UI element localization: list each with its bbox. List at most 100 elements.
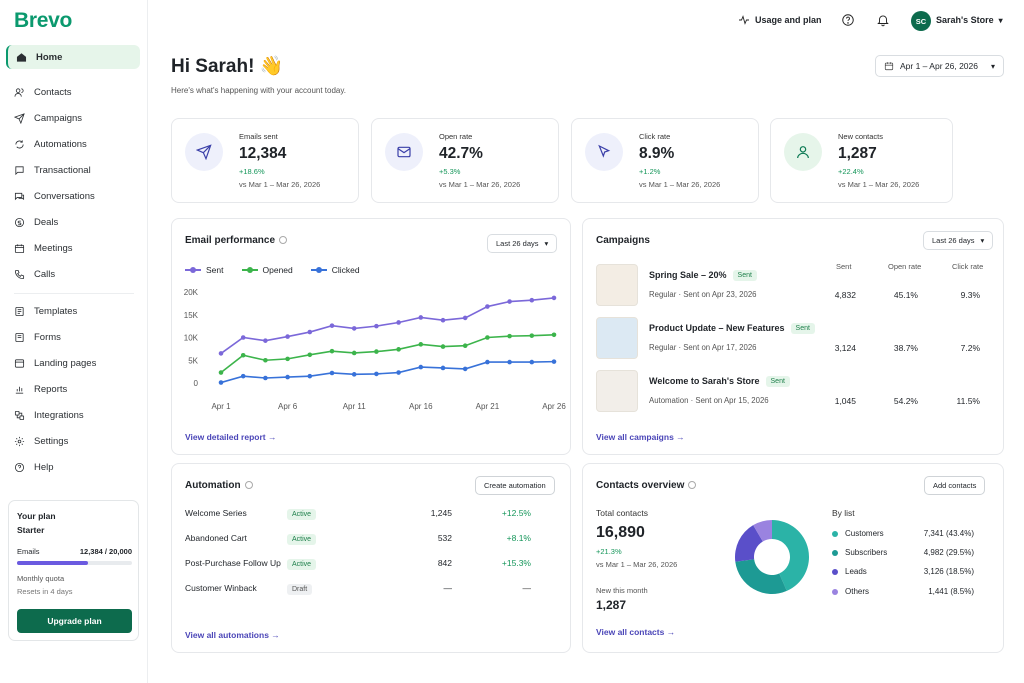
sidebar-item-templates[interactable]: Templates — [6, 299, 140, 323]
data-point-clicked[interactable] — [285, 374, 290, 380]
data-point-sent[interactable] — [285, 334, 290, 339]
data-point-opened[interactable] — [396, 347, 401, 352]
add-contacts-button[interactable]: Add contacts — [924, 476, 986, 495]
data-point-sent[interactable] — [329, 323, 335, 328]
sidebar-item-contacts[interactable]: Contacts — [6, 80, 140, 104]
sidebar-item-transactional[interactable]: Transactional — [6, 158, 140, 182]
automation-name[interactable]: Customer Winback — [185, 583, 257, 593]
create-automation-button[interactable]: Create automation — [475, 476, 555, 495]
notifications-button[interactable] — [876, 13, 890, 27]
donut-slice-customers[interactable] — [772, 520, 809, 591]
data-point-clicked[interactable] — [240, 373, 246, 379]
data-point-clicked[interactable] — [263, 375, 268, 381]
data-point-opened[interactable] — [263, 357, 268, 363]
data-point-opened[interactable] — [418, 342, 424, 347]
data-point-clicked[interactable] — [485, 359, 490, 365]
data-point-sent[interactable] — [351, 326, 357, 331]
campaign-thumbnail[interactable] — [596, 370, 638, 412]
data-point-opened[interactable] — [285, 356, 290, 362]
view-all-contacts-link[interactable]: View all contacts → — [596, 627, 676, 637]
data-point-clicked[interactable] — [329, 370, 335, 376]
info-icon[interactable] — [279, 236, 288, 245]
legend-item-sent[interactable]: Sent — [185, 265, 224, 275]
campaign-name[interactable]: Spring Sale – 20% Sent — [649, 270, 757, 282]
usage-and-plan-button[interactable]: Usage and plan — [738, 14, 822, 26]
by-list-item-customers[interactable]: Customers 7,341 (43.4%) — [832, 529, 974, 538]
sidebar-item-integrations[interactable]: Integrations — [6, 403, 140, 427]
data-point-opened[interactable] — [507, 333, 512, 339]
sidebar-item-conversations[interactable]: Conversations — [6, 184, 140, 208]
campaign-thumbnail[interactable] — [596, 317, 638, 359]
campaigns-range-select[interactable]: Last 26 days ▾ — [923, 231, 994, 250]
view-detailed-report-link[interactable]: View detailed report → — [185, 432, 277, 442]
data-point-sent[interactable] — [551, 295, 557, 301]
data-point-opened[interactable] — [485, 335, 490, 340]
sidebar-item-automations[interactable]: Automations — [6, 132, 140, 156]
automation-name[interactable]: Post-Purchase Follow Up — [185, 558, 281, 568]
sidebar-item-home[interactable]: Home — [6, 45, 140, 69]
data-point-sent[interactable] — [418, 315, 424, 320]
data-point-clicked[interactable] — [307, 373, 313, 379]
data-point-clicked[interactable] — [462, 366, 468, 372]
data-point-opened[interactable] — [329, 348, 335, 354]
data-point-sent[interactable] — [462, 315, 468, 321]
date-range-picker[interactable]: Apr 1 – Apr 26, 2026 ▾ — [875, 55, 1004, 77]
data-point-opened[interactable] — [307, 352, 313, 358]
view-all-campaigns-link[interactable]: View all campaigns → — [596, 432, 685, 442]
sidebar-item-forms[interactable]: Forms — [6, 325, 140, 349]
donut-slice-others[interactable] — [753, 520, 772, 542]
data-point-clicked[interactable] — [551, 359, 557, 364]
sidebar-item-settings[interactable]: Settings — [6, 429, 140, 453]
data-point-clicked[interactable] — [374, 371, 379, 377]
data-point-opened[interactable] — [551, 332, 557, 338]
brand-logo[interactable]: Brevo — [14, 9, 73, 32]
email-performance-range-select[interactable]: Last 26 days ▾ — [487, 234, 558, 253]
help-button[interactable] — [841, 13, 855, 27]
data-point-sent[interactable] — [396, 320, 401, 325]
data-point-opened[interactable] — [240, 352, 246, 358]
store-switcher[interactable]: Sarah's Store ▾ — [936, 15, 1003, 25]
sidebar-item-meetings[interactable]: Meetings — [6, 236, 140, 260]
automation-name[interactable]: Abandoned Cart — [185, 533, 247, 543]
data-point-sent[interactable] — [529, 297, 535, 303]
avatar[interactable]: SC — [911, 11, 931, 31]
donut-slice-subscribers[interactable] — [735, 559, 787, 594]
data-point-opened[interactable] — [462, 343, 468, 348]
sidebar-item-calls[interactable]: Calls — [6, 262, 140, 286]
sidebar-item-reports[interactable]: Reports — [6, 377, 140, 401]
legend-item-opened[interactable]: Opened — [241, 265, 293, 275]
data-point-sent[interactable] — [240, 335, 246, 340]
by-list-item-leads[interactable]: Leads 3,126 (18.5%) — [832, 567, 974, 576]
data-point-sent[interactable] — [218, 351, 224, 356]
campaign-thumbnail[interactable] — [596, 264, 638, 306]
data-point-sent[interactable] — [440, 317, 446, 323]
data-point-clicked[interactable] — [396, 370, 401, 375]
automation-name[interactable]: Welcome Series — [185, 508, 247, 518]
sidebar-item-deals[interactable]: Deals — [6, 210, 140, 234]
campaign-name[interactable]: Product Update – New Features Sent — [649, 323, 815, 335]
data-point-sent[interactable] — [485, 304, 490, 309]
sidebar-item-campaigns[interactable]: Campaigns — [6, 106, 140, 130]
data-point-opened[interactable] — [218, 370, 224, 375]
data-point-sent[interactable] — [507, 299, 512, 304]
legend-item-clicked[interactable]: Clicked — [310, 265, 360, 275]
data-point-clicked[interactable] — [218, 380, 224, 385]
data-point-opened[interactable] — [529, 333, 535, 338]
data-point-opened[interactable] — [440, 344, 446, 349]
data-point-sent[interactable] — [307, 329, 313, 335]
data-point-clicked[interactable] — [351, 372, 357, 377]
data-point-opened[interactable] — [351, 350, 357, 356]
sidebar-item-help[interactable]: Help — [6, 455, 140, 479]
view-all-automations-link[interactable]: View all automations → — [185, 630, 280, 640]
by-list-item-subscribers[interactable]: Subscribers 4,982 (29.5%) — [832, 548, 974, 557]
data-point-clicked[interactable] — [529, 359, 535, 365]
data-point-clicked[interactable] — [440, 365, 446, 371]
sidebar-item-landing-pages[interactable]: Landing pages — [6, 351, 140, 375]
info-icon[interactable] — [244, 481, 253, 490]
by-list-item-others[interactable]: Others 1,441 (8.5%) — [832, 587, 974, 596]
data-point-sent[interactable] — [374, 323, 379, 329]
data-point-sent[interactable] — [263, 338, 268, 343]
info-icon[interactable] — [688, 481, 697, 490]
campaign-name[interactable]: Welcome to Sarah's Store Sent — [649, 376, 790, 388]
data-point-opened[interactable] — [374, 349, 379, 354]
